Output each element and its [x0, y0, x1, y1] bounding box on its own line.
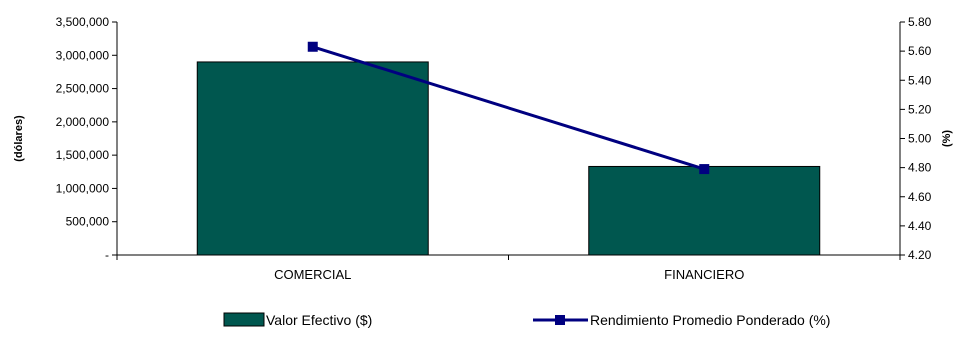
- right-tick-label: 4.60: [908, 190, 932, 204]
- bar-financiero: [588, 165, 821, 256]
- right-tick-label: 5.40: [908, 73, 932, 87]
- legend-line-marker: [555, 315, 565, 325]
- left-tick-label: 1,000,000: [56, 181, 110, 195]
- right-axis-title: (%): [941, 130, 953, 147]
- legend-line-label: Rendimiento Promedio Ponderado (%): [590, 312, 830, 328]
- legend-bar-swatch: [223, 312, 265, 327]
- right-tick-label: 4.40: [908, 219, 932, 233]
- left-tick-label: 1,500,000: [56, 148, 110, 162]
- left-tick-label: 3,500,000: [56, 15, 110, 29]
- left-tick-label: 3,000,000: [56, 48, 110, 62]
- right-tick-label: 5.00: [908, 132, 932, 146]
- right-tick-label: 4.20: [908, 248, 932, 262]
- labels: - 500,000 1,000,000 1,500,000 2,000,000 2,500…: [13, 15, 953, 282]
- legend-bar-label: Valor Efectivo ($): [266, 312, 372, 328]
- legend: Valor Efectivo ($) Rendimiento Promedio P…: [223, 312, 830, 328]
- bars: [196, 61, 821, 256]
- line-rendimiento: [312, 45, 705, 171]
- line-point-comercial: [307, 41, 318, 52]
- line-series: [307, 41, 710, 175]
- left-tick-label: 2,500,000: [56, 82, 110, 96]
- right-tick-label: 4.80: [908, 161, 932, 175]
- right-tick-label: 5.60: [908, 44, 932, 58]
- category-label: COMERCIAL: [274, 267, 351, 282]
- left-axis-title: (dólares): [13, 115, 25, 162]
- right-tick-label: 5.20: [908, 102, 932, 116]
- category-label: FINANCIERO: [664, 267, 744, 282]
- left-tick-label: -: [105, 248, 109, 262]
- right-tick-label: 5.80: [908, 15, 932, 29]
- left-tick-label: 500,000: [66, 215, 110, 229]
- left-tick-label: 2,000,000: [56, 115, 110, 129]
- line-point-financiero: [699, 164, 710, 175]
- bar-comercial: [196, 61, 429, 256]
